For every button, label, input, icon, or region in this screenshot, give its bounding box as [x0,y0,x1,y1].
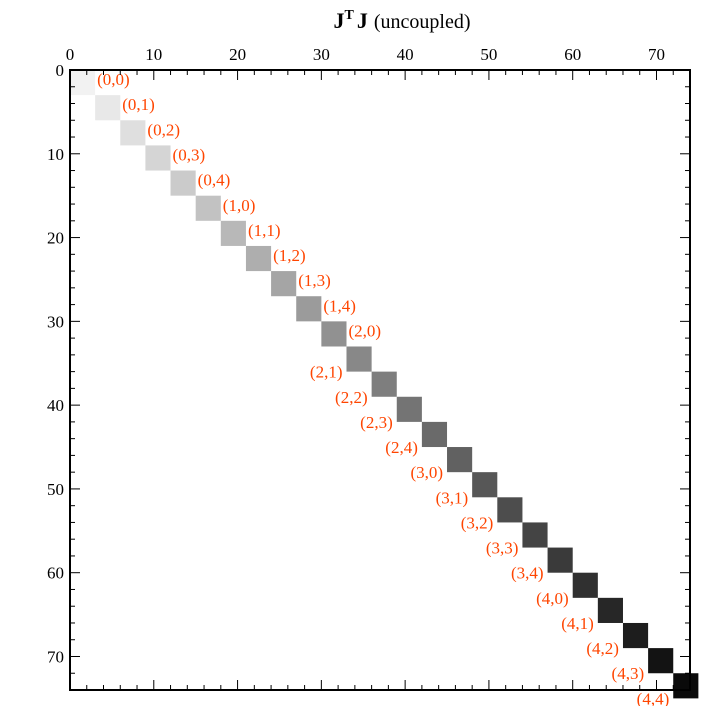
y-tick-label-5: 50 [47,480,64,499]
diagonal-block-14 [421,421,448,448]
block-label-2: (0,2) [147,120,180,139]
y-tick-label-6: 60 [47,564,64,583]
diagonal-block-7 [245,245,272,272]
diagonal-block-11 [346,346,372,372]
chart-title-matrix: J [334,8,345,33]
block-label-7: (1,2) [273,246,306,265]
diagonal-block-16 [472,472,498,498]
diagonal-block-9 [296,296,322,322]
block-label-14: (2,4) [385,438,418,457]
block-label-11: (2,1) [310,363,343,382]
diagonal-block-3 [145,145,171,171]
block-label-20: (4,0) [536,589,569,608]
diagonal-block-8 [271,271,297,297]
block-label-15: (3,0) [410,463,443,482]
diagonal-block-10 [321,321,347,347]
diagonal-block-4 [170,170,196,196]
x-tick-label-0: 0 [66,45,75,64]
x-tick-label-2: 20 [229,45,246,64]
block-labels: (0,0) (0,1) (0,2) (0,3) (0,4) (1,0) (1,1) (1,2)… [97,70,669,706]
diagonal-block-23 [648,648,674,674]
x-tick-label-4: 40 [397,45,414,64]
plot-frame [69,69,691,691]
x-tick-label-3: 30 [313,45,330,64]
diagonal-block-24 [673,673,699,699]
y-tick-label-1: 10 [47,145,64,164]
y-tick-label-2: 20 [47,229,64,248]
diagonal-block-5 [195,195,221,221]
axis-tick-labels: 0 10 20 30 40 50 60 70 0 10 20 30 40 50 60 70 [47,45,665,666]
diagonal-block-0 [70,70,96,96]
diagonal-block-19 [547,547,573,573]
block-label-1: (0,1) [122,95,155,114]
diagonal-block-15 [447,447,473,473]
chart-title: JT J (uncoupled) [334,8,471,33]
x-tick-label-5: 50 [480,45,497,64]
block-label-19: (3,4) [511,564,544,583]
diagonal-blocks [70,70,699,699]
diagonal-block-18 [522,522,548,548]
diagonal-block-17 [497,497,523,523]
y-tick-label-3: 30 [47,312,64,331]
block-label-0: (0,0) [97,70,130,89]
block-label-21: (4,1) [561,614,594,633]
block-label-8: (1,3) [298,271,331,290]
block-label-10: (2,0) [348,321,381,340]
x-tick-label-6: 60 [564,45,581,64]
chart-title-matrix-2: J [357,8,368,33]
block-label-6: (1,1) [248,221,281,240]
block-label-3: (0,3) [173,145,206,164]
diagonal-block-2 [120,120,146,146]
x-tick-label-1: 10 [145,45,162,64]
diagonal-block-1 [95,95,121,121]
block-label-24: (4,4) [637,689,670,706]
y-tick-label-4: 40 [47,396,64,415]
block-label-13: (2,3) [360,413,393,432]
y-tick-label-7: 70 [47,647,64,666]
diagonal-block-6 [220,220,246,246]
block-label-18: (3,3) [486,539,519,558]
block-label-16: (3,1) [436,488,469,507]
block-label-12: (2,2) [335,388,368,407]
chart-title-rest: (uncoupled) [374,11,471,33]
diagonal-block-20 [572,572,598,598]
chart-title-superscript: T [345,8,355,23]
x-tick-label-7: 70 [648,45,665,64]
block-label-5: (1,0) [223,196,256,215]
block-label-22: (4,2) [586,639,619,658]
diagonal-block-13 [396,396,422,422]
block-label-17: (3,2) [461,513,494,532]
block-label-9: (1,4) [323,296,356,315]
block-label-4: (0,4) [198,171,231,190]
block-label-23: (4,3) [612,664,645,683]
diagonal-block-12 [371,371,397,397]
diagonal-block-22 [622,622,649,649]
y-tick-label-0: 0 [56,61,65,80]
diagonal-block-21 [597,597,623,623]
